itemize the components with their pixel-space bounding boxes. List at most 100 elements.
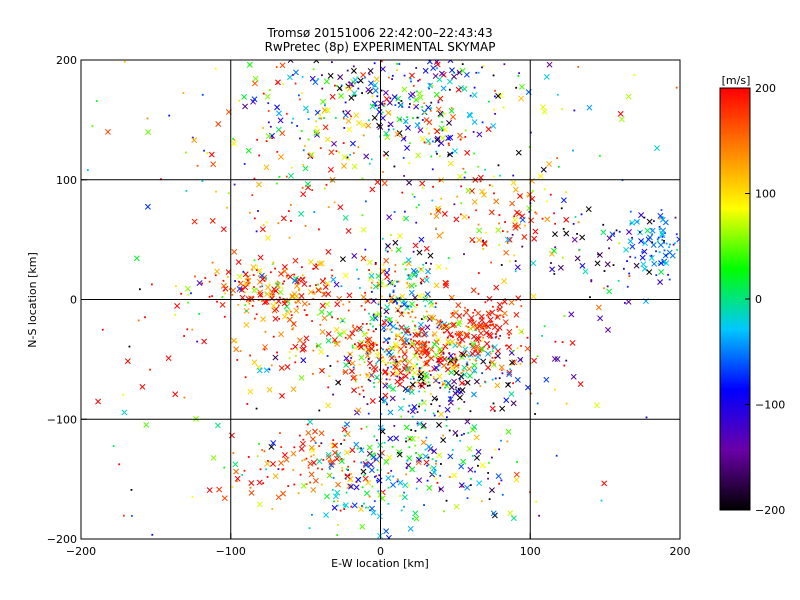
velocity-cross-marker — [251, 80, 258, 87]
velocity-cross-marker — [349, 368, 355, 375]
velocity-dot-marker — [590, 279, 593, 281]
velocity-dot-marker — [239, 350, 242, 352]
velocity-cross-marker — [258, 272, 265, 279]
velocity-dot-marker — [482, 247, 485, 250]
velocity-cross-marker — [524, 345, 531, 352]
velocity-dot-marker — [387, 361, 390, 364]
velocity-dot-marker — [321, 87, 324, 90]
velocity-cross-marker — [281, 452, 288, 458]
velocity-dot-marker — [402, 263, 405, 266]
velocity-cross-marker — [657, 279, 664, 286]
velocity-dot-marker — [672, 243, 675, 246]
velocity-dot-marker — [454, 332, 457, 335]
velocity-dot-marker — [334, 116, 337, 119]
velocity-cross-marker — [235, 259, 242, 266]
colorbar-tick-label: 100 — [755, 188, 776, 201]
velocity-cross-marker — [230, 337, 237, 344]
velocity-cross-marker — [398, 311, 405, 318]
velocity-cross-marker — [551, 355, 558, 362]
velocity-dot-marker — [448, 362, 451, 365]
velocity-dot-marker — [413, 195, 416, 198]
velocity-dot-marker — [352, 65, 355, 68]
velocity-dot-marker — [516, 325, 518, 328]
velocity-dot-marker — [297, 289, 300, 292]
velocity-dot-marker — [643, 216, 646, 219]
velocity-cross-marker — [513, 476, 520, 483]
velocity-cross-marker — [370, 454, 377, 461]
velocity-cross-marker — [308, 151, 315, 158]
velocity-dot-marker — [382, 348, 384, 351]
velocity-cross-marker — [430, 65, 437, 71]
velocity-dot-marker — [633, 74, 636, 76]
velocity-dot-marker — [491, 356, 494, 359]
velocity-dot-marker — [560, 207, 563, 210]
velocity-cross-marker — [502, 319, 509, 326]
velocity-dot-marker — [477, 341, 480, 344]
velocity-dot-marker — [409, 333, 412, 336]
velocity-dot-marker — [448, 429, 451, 432]
velocity-dot-marker — [556, 93, 559, 96]
velocity-dot-marker — [392, 361, 395, 364]
velocity-dot-marker — [352, 324, 355, 327]
velocity-dot-marker — [301, 274, 304, 277]
velocity-dot-marker — [418, 405, 420, 408]
velocity-dot-marker — [634, 256, 637, 259]
velocity-dot-marker — [269, 125, 272, 128]
velocity-cross-marker — [276, 110, 282, 117]
velocity-dot-marker — [342, 503, 345, 506]
velocity-dot-marker — [391, 78, 394, 80]
velocity-dot-marker — [240, 287, 243, 290]
velocity-dot-marker — [406, 281, 409, 284]
velocity-dot-marker — [408, 484, 410, 487]
velocity-dot-marker — [370, 271, 373, 274]
velocity-dot-marker — [501, 372, 504, 375]
chart-title: Tromsø 20151006 22:42:00–22:43:43 — [266, 26, 492, 40]
velocity-dot-marker — [543, 325, 546, 328]
velocity-dot-marker — [653, 220, 655, 223]
velocity-dot-marker — [317, 78, 320, 80]
velocity-cross-marker — [428, 346, 435, 353]
velocity-dot-marker — [289, 310, 292, 313]
velocity-cross-marker — [274, 104, 281, 111]
velocity-cross-marker — [355, 119, 362, 126]
velocity-dot-marker — [214, 274, 217, 277]
velocity-dot-marker — [112, 445, 115, 447]
velocity-dot-marker — [561, 256, 564, 259]
velocity-dot-marker — [661, 216, 664, 219]
velocity-dot-marker — [420, 318, 423, 320]
velocity-dot-marker — [529, 131, 532, 134]
velocity-dot-marker — [553, 212, 555, 215]
velocity-cross-marker — [386, 214, 393, 221]
velocity-cross-marker — [336, 331, 343, 338]
velocity-dot-marker — [257, 299, 260, 301]
velocity-cross-marker — [298, 210, 305, 217]
velocity-cross-marker — [398, 335, 405, 342]
velocity-dot-marker — [541, 334, 543, 337]
velocity-cross-marker — [302, 165, 309, 172]
velocity-cross-marker — [360, 255, 367, 262]
velocity-dot-marker — [373, 500, 376, 503]
velocity-dot-marker — [397, 280, 400, 283]
velocity-cross-marker — [228, 432, 235, 439]
velocity-cross-marker — [336, 85, 343, 92]
velocity-cross-marker — [272, 473, 279, 480]
velocity-dot-marker — [372, 344, 375, 346]
velocity-dot-marker — [456, 359, 459, 362]
velocity-dot-marker — [467, 355, 470, 357]
velocity-cross-marker — [460, 458, 467, 465]
velocity-dot-marker — [393, 285, 396, 287]
velocity-dot-marker — [305, 483, 308, 485]
velocity-dot-marker — [364, 291, 366, 294]
velocity-cross-marker — [248, 480, 255, 486]
velocity-cross-marker — [452, 429, 459, 436]
velocity-cross-marker — [325, 451, 332, 458]
velocity-dot-marker — [392, 475, 395, 478]
velocity-dot-marker — [321, 112, 324, 115]
velocity-cross-marker — [646, 269, 653, 276]
velocity-cross-marker — [245, 147, 252, 154]
velocity-dot-marker — [515, 86, 518, 89]
velocity-dot-marker — [520, 358, 523, 361]
velocity-cross-marker — [435, 208, 442, 214]
velocity-cross-marker — [577, 381, 584, 388]
velocity-dot-marker — [319, 147, 322, 150]
